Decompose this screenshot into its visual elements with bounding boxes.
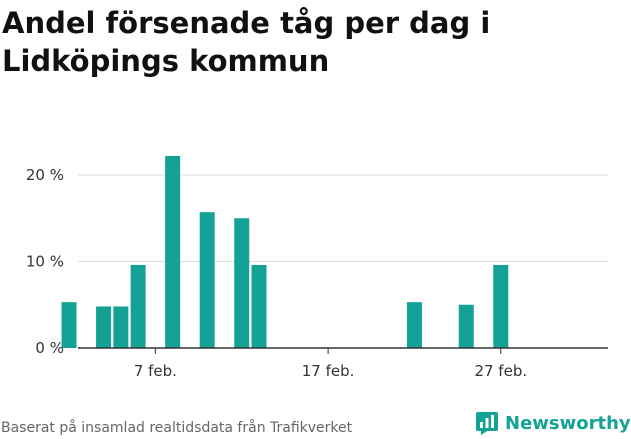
- chart-title: Andel försenade tåg per dag i Lidköpings…: [2, 4, 622, 80]
- newsworthy-logo: Newsworthy: [475, 409, 631, 437]
- bar: [130, 264, 146, 348]
- chart-title-line-2: Lidköpings kommun: [2, 44, 330, 78]
- bar: [251, 264, 267, 348]
- bar: [96, 306, 112, 348]
- brand-name: Newsworthy: [505, 412, 631, 434]
- bars: [61, 155, 509, 348]
- bar: [199, 212, 215, 348]
- chart-title-line-1: Andel försenade tåg per dag i: [2, 6, 491, 40]
- x-axis: [78, 347, 608, 354]
- bar: [165, 155, 181, 348]
- x-axis-labels: 7 feb. 17 feb. 27 feb.: [134, 362, 527, 380]
- source-note: Baserat på insamlad realtidsdata från Tr…: [1, 420, 353, 436]
- x-tick-label: 17 feb.: [302, 362, 355, 380]
- bar: [113, 306, 129, 348]
- bar: [61, 302, 77, 348]
- bar: [234, 218, 250, 348]
- x-tick-label: 7 feb.: [134, 362, 177, 380]
- y-tick-label: 20 %: [26, 166, 64, 184]
- bar: [406, 302, 422, 348]
- y-tick-label: 10 %: [26, 253, 64, 271]
- grid-lines: [78, 174, 608, 262]
- newsworthy-logo-icon: [476, 412, 498, 435]
- bar: [493, 264, 509, 348]
- y-tick-label: 0 %: [35, 339, 64, 357]
- y-axis-labels: 0 % 10 % 20 %: [26, 166, 64, 357]
- x-tick-label: 27 feb.: [474, 362, 527, 380]
- bar-chart: 0 % 10 % 20 % 7 feb. 17 feb. 27 feb.: [26, 155, 608, 380]
- bar: [458, 304, 474, 348]
